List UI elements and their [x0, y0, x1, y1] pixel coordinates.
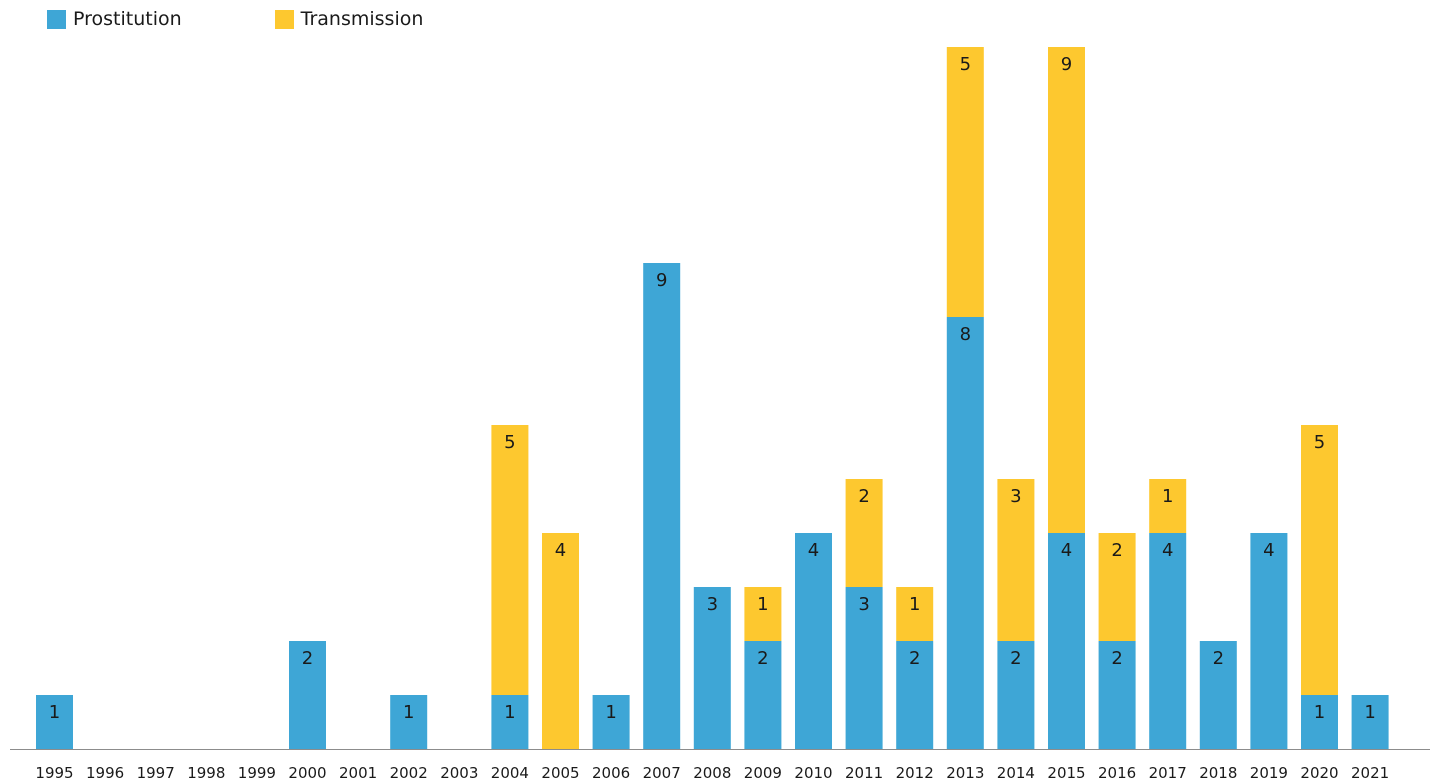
data-label-prostitution-2015: 4 [1061, 540, 1072, 561]
data-label-transmission-2013: 5 [960, 54, 971, 75]
data-label-prostitution-2012: 2 [909, 648, 920, 669]
data-label-prostitution-2006: 1 [605, 702, 616, 723]
data-label-prostitution-2018: 2 [1213, 648, 1224, 669]
x-tick-label-1996: 1996 [86, 764, 124, 782]
x-tick-label-2003: 2003 [440, 764, 478, 782]
x-tick-label-2015: 2015 [1047, 764, 1085, 782]
data-label-prostitution-2020: 1 [1314, 702, 1325, 723]
data-label-prostitution-2010: 4 [808, 540, 819, 561]
x-tick-label-2017: 2017 [1149, 764, 1187, 782]
x-tick-label-2002: 2002 [390, 764, 428, 782]
x-tick-label-2011: 2011 [845, 764, 883, 782]
data-label-prostitution-1995: 1 [49, 702, 60, 723]
bar-transmission-2009 [744, 587, 782, 641]
x-tick-label-2007: 2007 [643, 764, 681, 782]
data-label-prostitution-2014: 2 [1010, 648, 1021, 669]
x-tick-label-1998: 1998 [187, 764, 225, 782]
bar-prostitution-2015 [1048, 533, 1085, 749]
x-tick-label-2008: 2008 [693, 764, 731, 782]
legend-item-transmission: Transmission [274, 8, 424, 30]
data-label-prostitution-2008: 3 [707, 594, 718, 615]
data-label-transmission-2015: 9 [1061, 54, 1072, 75]
bar-transmission-2017 [1149, 479, 1187, 533]
data-label-transmission-2011: 2 [858, 486, 869, 507]
data-label-prostitution-2013: 8 [960, 324, 971, 345]
bar-prostitution-2012 [896, 641, 934, 749]
bar-prostitution-2020 [1301, 695, 1338, 749]
data-label-transmission-2017: 1 [1162, 486, 1173, 507]
x-tick-label-1999: 1999 [238, 764, 276, 782]
bar-prostitution-2013 [946, 317, 984, 749]
data-label-prostitution-2019: 4 [1263, 540, 1274, 561]
bar-transmission-2005 [542, 533, 579, 749]
data-label-transmission-2004: 5 [504, 432, 515, 453]
x-tick-label-2020: 2020 [1300, 764, 1338, 782]
data-label-prostitution-2004: 1 [504, 702, 515, 723]
x-tick-label-2016: 2016 [1098, 764, 1136, 782]
x-tick-label-2018: 2018 [1199, 764, 1237, 782]
data-label-transmission-2009: 1 [757, 594, 768, 615]
data-label-prostitution-2002: 1 [403, 702, 414, 723]
x-tick-label-2013: 2013 [946, 764, 984, 782]
bar-transmission-2020 [1301, 425, 1338, 695]
x-tick-label-1995: 1995 [35, 764, 73, 782]
x-tick-label-2019: 2019 [1250, 764, 1288, 782]
data-label-prostitution-2017: 4 [1162, 540, 1173, 561]
data-label-transmission-2014: 3 [1010, 486, 1021, 507]
x-tick-label-2001: 2001 [339, 764, 377, 782]
bar-transmission-2011 [845, 479, 883, 587]
x-tick-label-2010: 2010 [794, 764, 832, 782]
bar-prostitution-2017 [1149, 533, 1187, 749]
bar-prostitution-2021 [1351, 695, 1389, 749]
bar-transmission-2016 [1098, 533, 1136, 641]
chart-legend: Prostitution Transmission [47, 8, 516, 30]
bar-transmission-2012 [896, 587, 934, 641]
legend-item-prostitution: Prostitution [47, 8, 182, 30]
bar-prostitution-2016 [1098, 641, 1136, 749]
data-label-prostitution-2007: 9 [656, 270, 667, 291]
x-tick-label-2006: 2006 [592, 764, 630, 782]
bar-prostitution-2008 [693, 587, 731, 749]
x-tick-label-1997: 1997 [137, 764, 175, 782]
data-label-prostitution-2011: 3 [858, 594, 869, 615]
data-label-prostitution-2000: 2 [302, 648, 313, 669]
x-tick-label-2014: 2014 [997, 764, 1035, 782]
bar-prostitution-2004 [491, 695, 529, 749]
bar-prostitution-2014 [997, 641, 1035, 749]
legend-swatch-transmission [274, 9, 294, 29]
x-tick-label-2021: 2021 [1351, 764, 1389, 782]
data-label-transmission-2016: 2 [1111, 540, 1122, 561]
data-label-transmission-2020: 5 [1314, 432, 1325, 453]
legend-swatch-prostitution [47, 9, 66, 29]
x-tick-label-2004: 2004 [491, 764, 529, 782]
bar-transmission-2015 [1048, 47, 1085, 533]
data-label-transmission-2012: 1 [909, 594, 920, 615]
bar-prostitution-1995 [36, 695, 73, 749]
bar-prostitution-2019 [1250, 533, 1288, 749]
bar-transmission-2014 [997, 479, 1035, 641]
bar-prostitution-2000 [289, 641, 326, 749]
bar-prostitution-2011 [845, 587, 883, 749]
bar-prostitution-2007 [643, 263, 681, 749]
bar-prostitution-2009 [744, 641, 782, 749]
x-tick-label-2005: 2005 [541, 764, 579, 782]
data-label-prostitution-2009: 2 [757, 648, 768, 669]
data-label-transmission-2005: 4 [555, 540, 566, 561]
data-label-prostitution-2016: 2 [1111, 648, 1122, 669]
bar-prostitution-2006 [592, 695, 630, 749]
x-tick-label-2012: 2012 [896, 764, 934, 782]
legend-label-prostitution: Prostitution [73, 8, 182, 30]
bar-transmission-2013 [946, 47, 984, 317]
bar-prostitution-2010 [795, 533, 832, 749]
bar-prostitution-2002 [390, 695, 428, 749]
bar-prostitution-2018 [1199, 641, 1237, 749]
x-tick-label-2009: 2009 [744, 764, 782, 782]
legend-label-transmission: Transmission [300, 8, 424, 30]
data-label-prostitution-2021: 1 [1364, 702, 1375, 723]
bar-transmission-2004 [491, 425, 529, 695]
x-tick-label-2000: 2000 [288, 764, 326, 782]
